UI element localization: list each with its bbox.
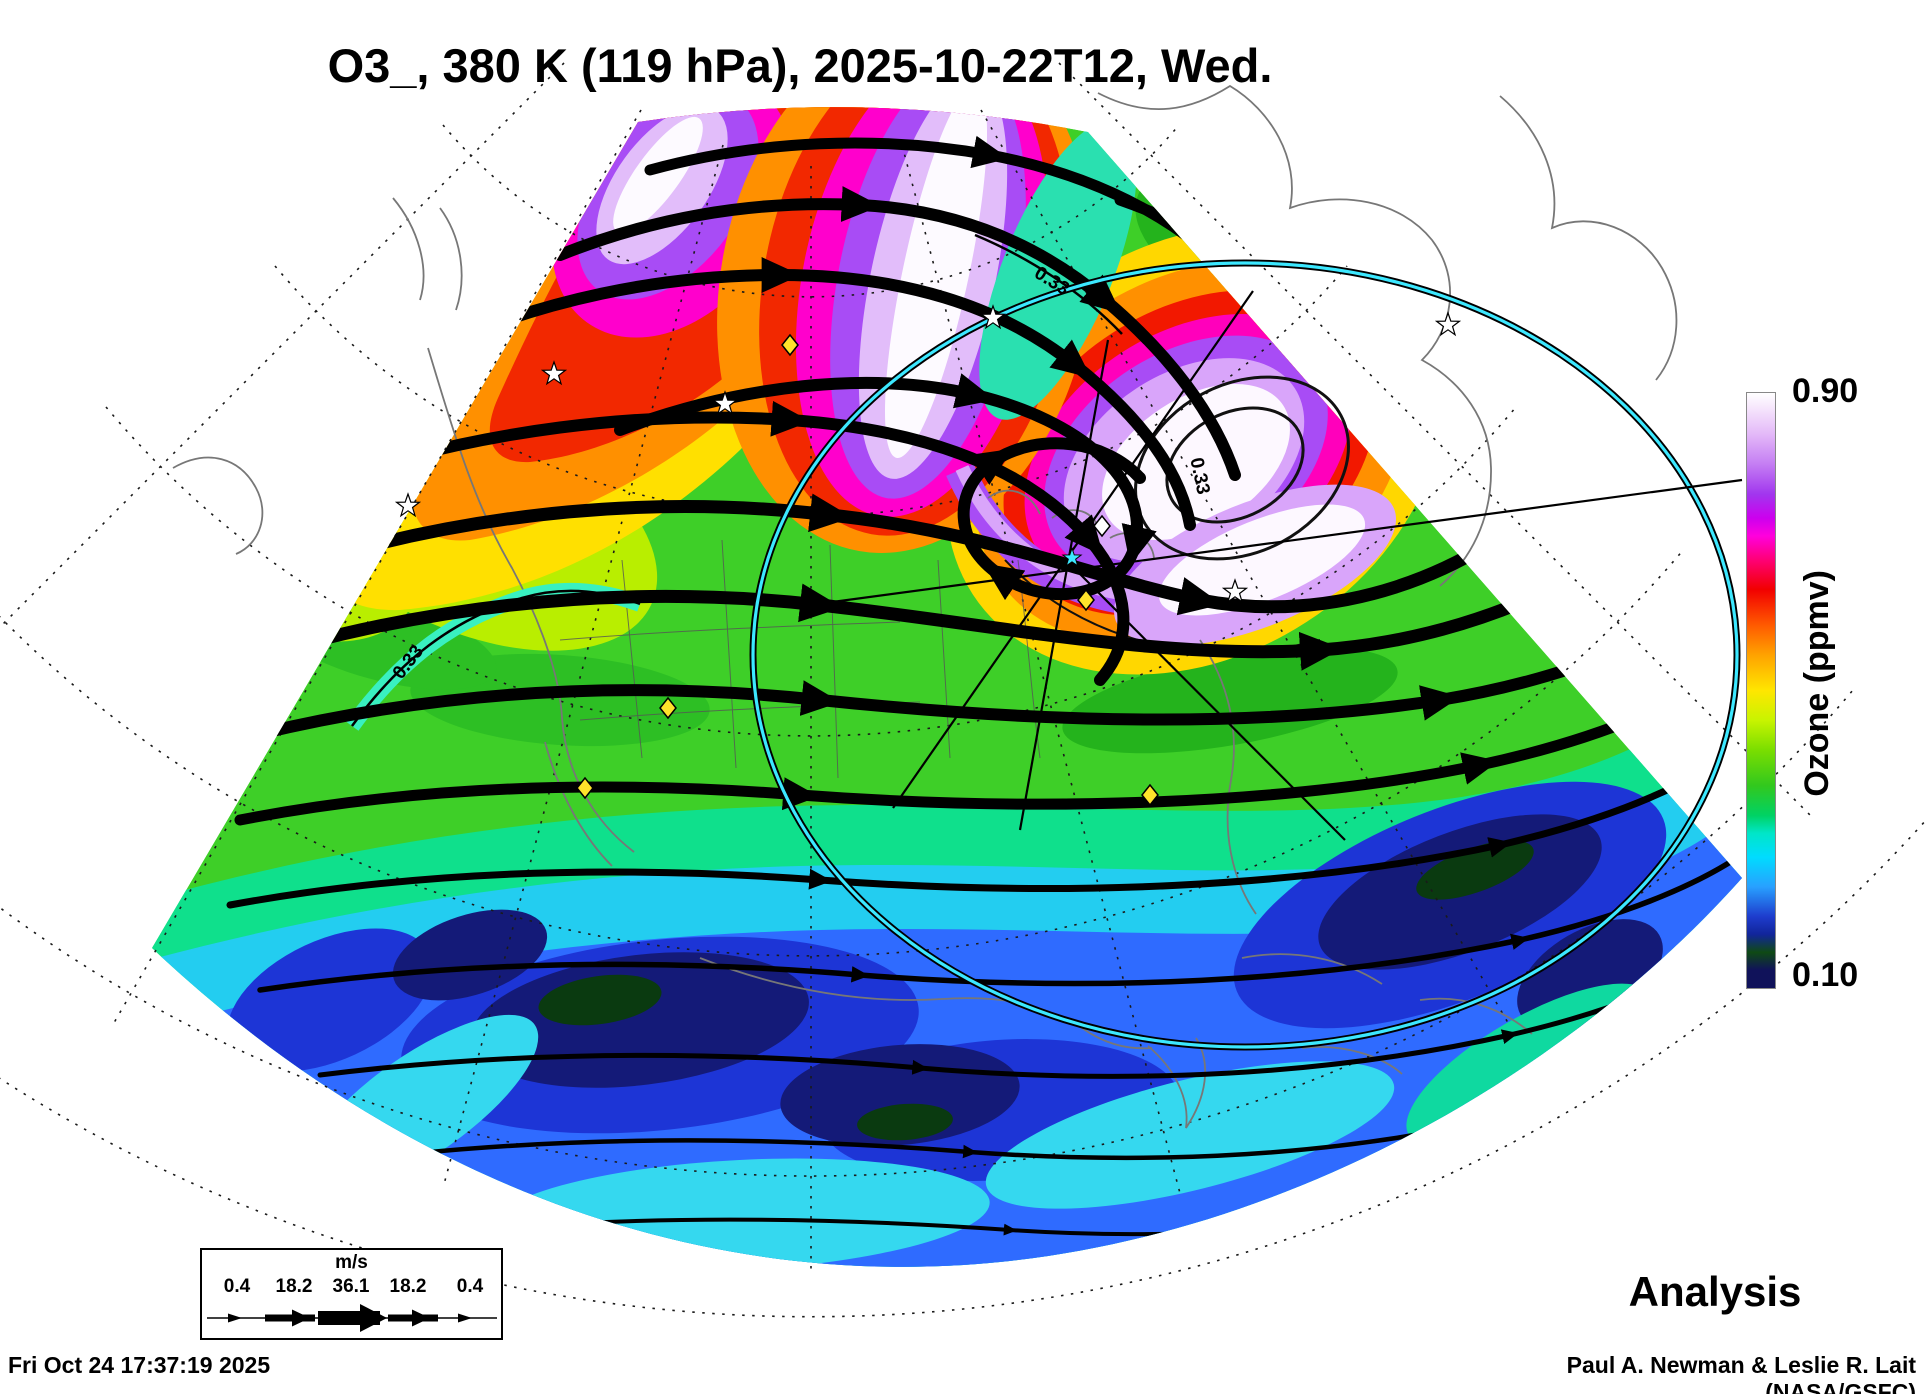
colorbar-min-label: 0.10 bbox=[1792, 956, 1859, 994]
cross-section-lines bbox=[794, 290, 1743, 841]
author-credit: Paul A. Newman & Leslie R. Lait (NASA/GS… bbox=[1566, 1352, 1916, 1394]
range-ring bbox=[749, 259, 1741, 1051]
wind-arrow-scale bbox=[207, 1304, 497, 1332]
wind-legend-tick: 18.2 bbox=[389, 1276, 427, 1297]
star-marker-icon bbox=[1221, 578, 1249, 604]
star-marker-icon bbox=[711, 390, 739, 416]
star-marker-icon bbox=[979, 304, 1007, 330]
site-diamond-icon bbox=[659, 696, 677, 720]
creation-timestamp: Fri Oct 24 17:37:19 2025 bbox=[8, 1352, 271, 1378]
site-diamond-icon bbox=[781, 333, 799, 357]
colorbar-max-label: 0.90 bbox=[1792, 372, 1859, 410]
wind-speed-legend: m/s 0.4 18.2 36.1 18.2 0.4 bbox=[200, 1248, 503, 1340]
star-marker-icon bbox=[540, 360, 568, 386]
ozone-colorbar bbox=[1746, 392, 1776, 989]
wind-legend-unit: m/s bbox=[335, 1252, 368, 1273]
colorbar-axis-label: Ozone (ppmv) bbox=[1798, 570, 1836, 797]
star-marker-icon bbox=[394, 492, 422, 518]
analysis-mode-label: Analysis bbox=[1628, 1268, 1802, 1315]
site-diamond-icon bbox=[1077, 588, 1095, 612]
ozone-field bbox=[152, 107, 1742, 1267]
star-marker-icon bbox=[1434, 311, 1462, 337]
wind-legend-tick: 18.2 bbox=[275, 1276, 313, 1297]
wind-legend-tick: 36.1 bbox=[332, 1276, 370, 1297]
site-diamond-icon bbox=[576, 776, 594, 800]
wind-legend-tick: 0.4 bbox=[223, 1276, 251, 1297]
site-markers bbox=[394, 304, 1462, 807]
ring-center-star-icon bbox=[1061, 546, 1083, 567]
site-diamond-icon bbox=[1093, 514, 1111, 538]
page-title: O3_, 380 K (119 hPa), 2025-10-22T12, Wed… bbox=[327, 39, 1273, 92]
wind-legend-tick: 0.4 bbox=[456, 1276, 484, 1297]
site-diamond-icon bbox=[1141, 783, 1159, 807]
